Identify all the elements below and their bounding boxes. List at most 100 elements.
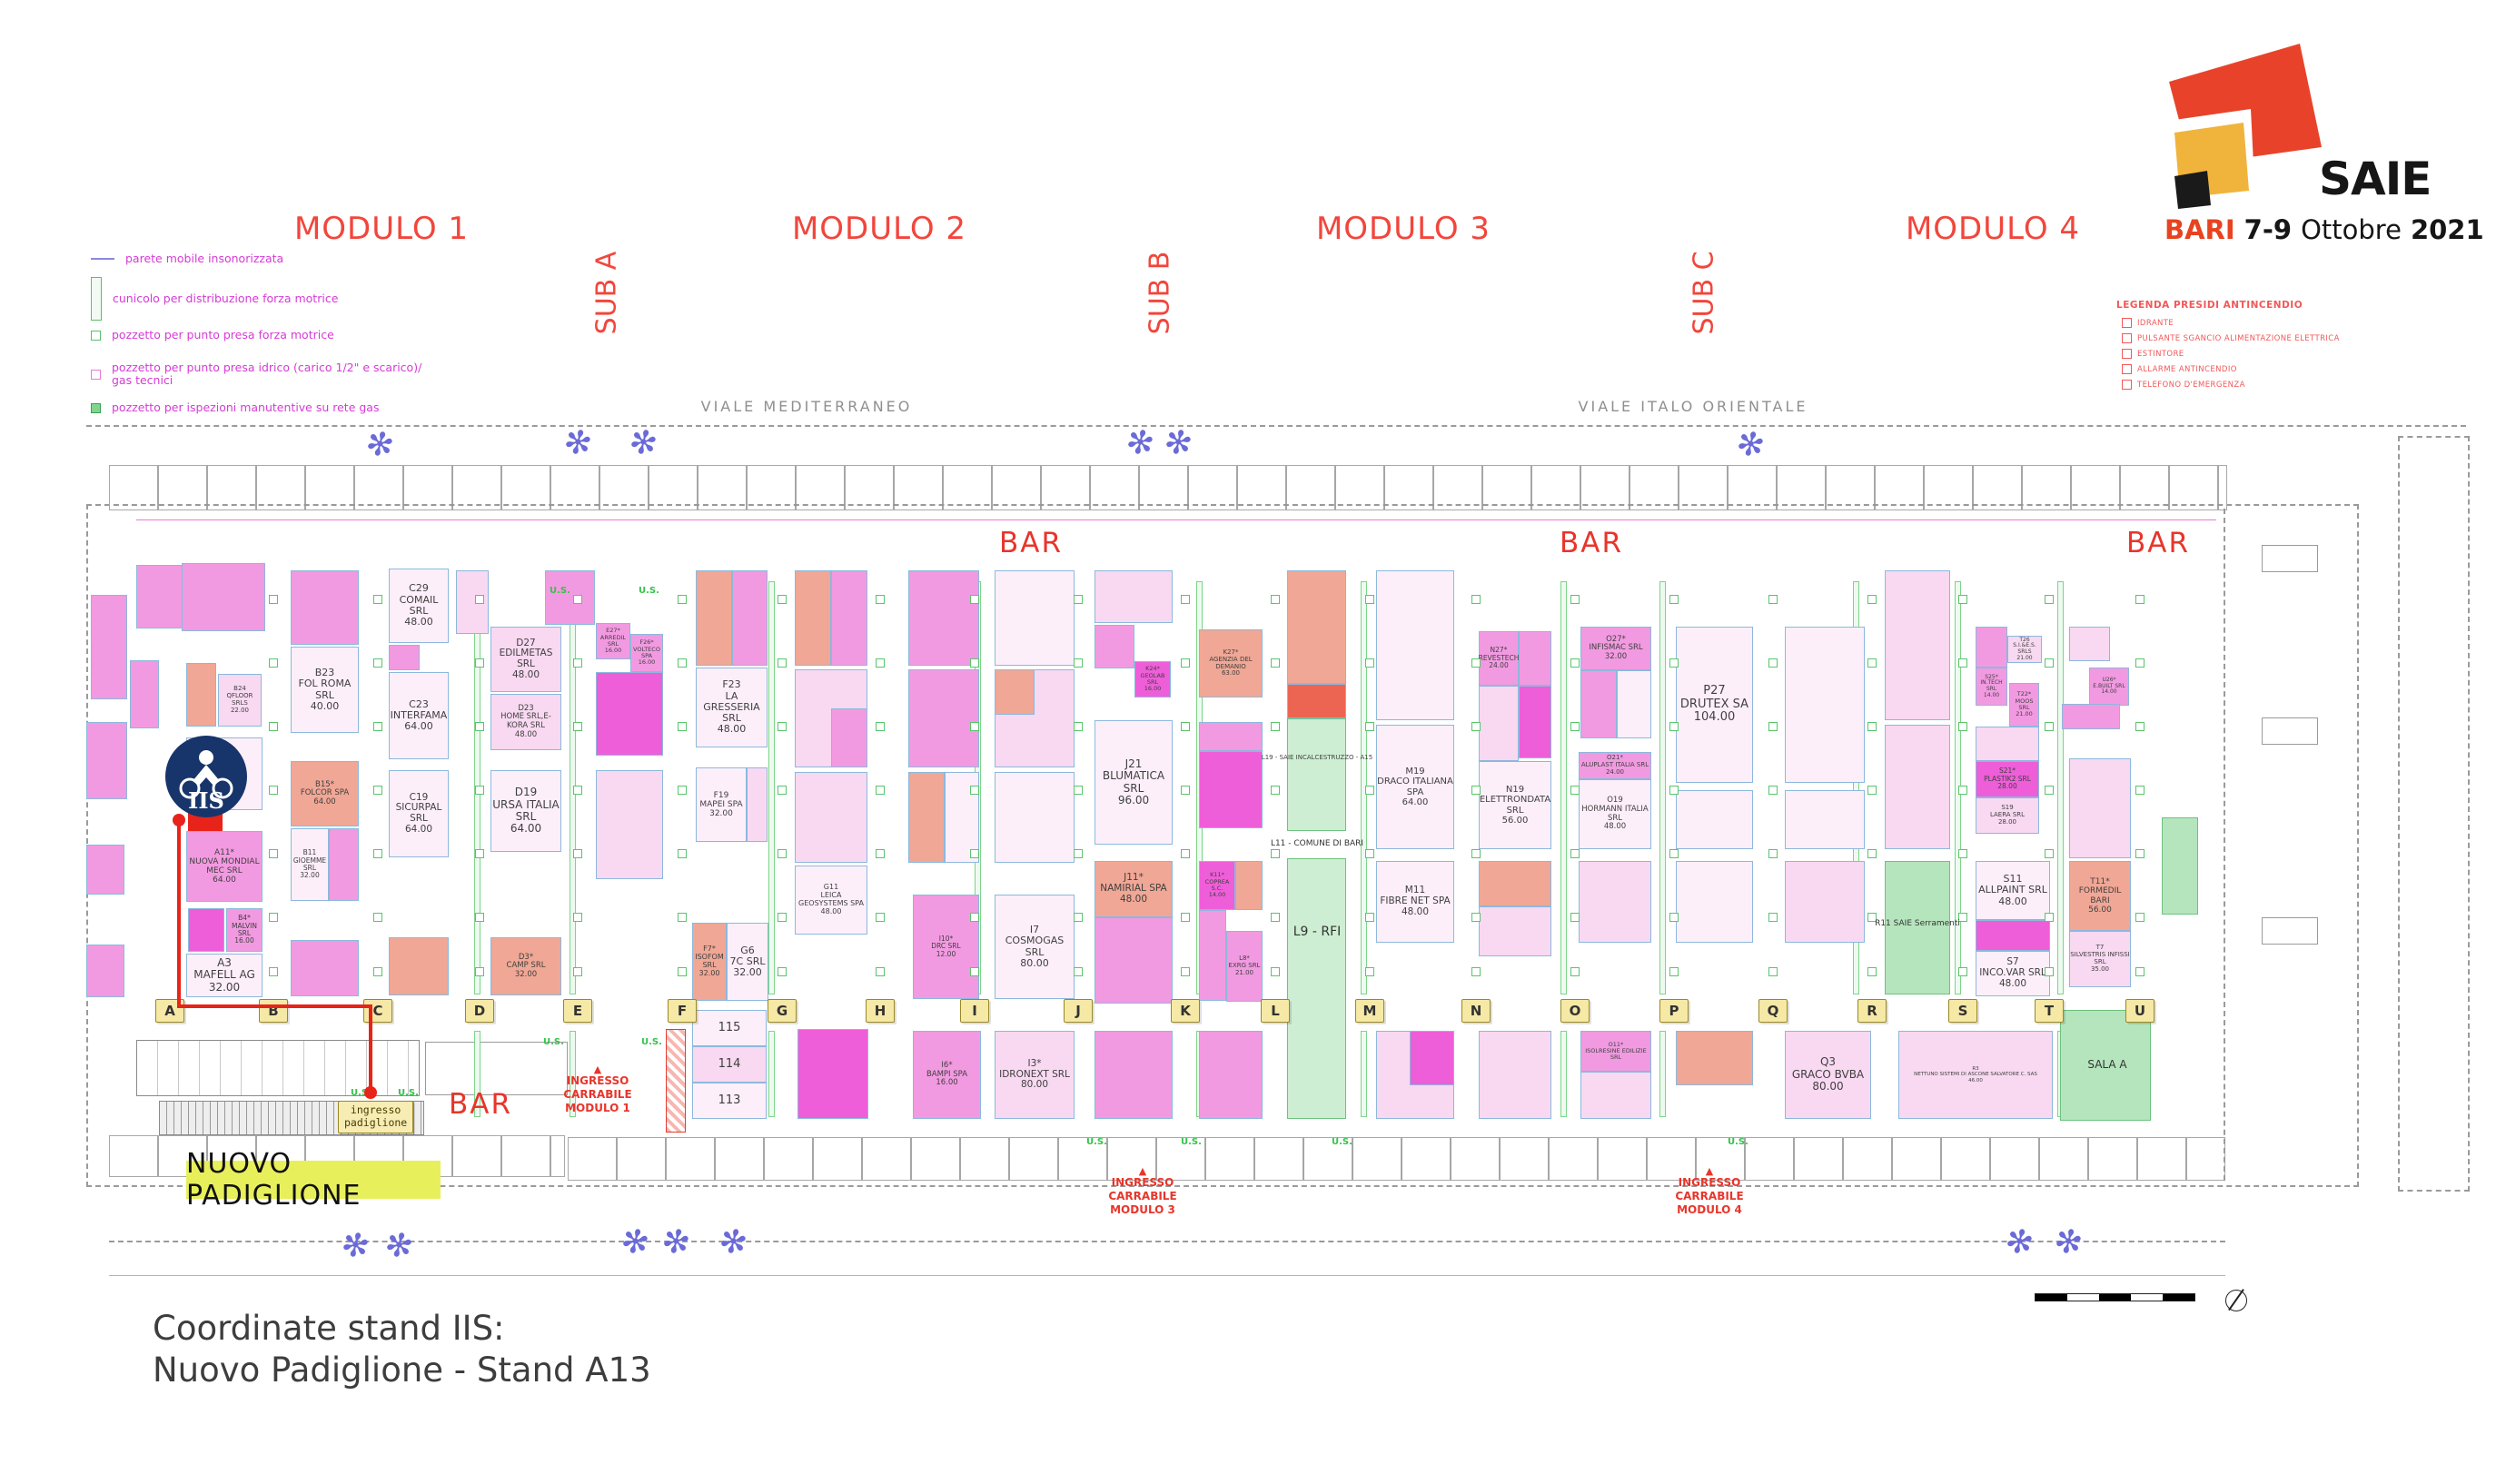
north-corridor	[109, 465, 2227, 510]
stand-I3: I3* IDRONEXT SRL 80.00	[995, 1031, 1075, 1119]
stand-U26: U26* E.BUILT SRL 14.00	[2089, 668, 2129, 706]
pozzetto-icon	[2045, 967, 2054, 976]
stand-block	[136, 565, 186, 628]
pozzetto-icon	[1768, 967, 1778, 976]
stand-block	[1199, 751, 1263, 828]
stand-block	[545, 570, 595, 625]
column-letter-B: B	[259, 999, 288, 1023]
pozzetto-icon	[778, 722, 787, 731]
pozzetto-icon	[1669, 658, 1679, 668]
east-annex	[2398, 436, 2470, 1192]
plant-ornament-icon: ✻	[1160, 421, 1196, 465]
us-label: U.S.	[1181, 1137, 1202, 1147]
pozzetto-icon	[970, 913, 979, 922]
us-label: U.S.	[351, 1088, 371, 1098]
plant-ornament-icon: ✻	[337, 1224, 373, 1268]
sub-header: SUB A	[590, 251, 623, 335]
stand-F7: F7* ISOFOM SRL 32.00	[692, 923, 727, 1001]
pozzetto-icon	[2135, 722, 2145, 731]
column-letter-N: N	[1461, 999, 1491, 1023]
pozzetto-icon	[1271, 658, 1280, 668]
stand-D19: D19 URSA ITALIA SRL 64.00	[490, 770, 561, 852]
stand-block	[86, 945, 124, 997]
stand-P27: P27 DRUTEX SA 104.00	[1676, 627, 1753, 783]
stand-block	[908, 772, 945, 863]
stand-K11: K11* COPREA S.C. 14.00	[1199, 861, 1235, 910]
stand-T26: T26 S.I.&E.S. SRLS 21.00	[2007, 636, 2042, 663]
stand-F26: F26* VOLTECO SPA 16.00	[630, 634, 663, 672]
stand-114: 114	[692, 1046, 767, 1083]
stand-D3: D3* CAMP SRL 32.00	[490, 937, 561, 995]
pozzetto-icon	[1074, 913, 1083, 922]
stand-block	[182, 563, 265, 631]
pozzetto-icon	[1471, 786, 1481, 795]
stand-block	[291, 940, 359, 996]
stand-D27: D27 EDILMETAS SRL 48.00	[490, 627, 561, 692]
legend-item: pozzetto per ispezioni manutentive su re…	[91, 401, 379, 414]
east-table	[2262, 545, 2318, 572]
stand-B23: B23 FOL ROMA SRL 40.00	[291, 647, 359, 733]
pozzetto-icon	[678, 722, 687, 731]
stand-B11: B11 GIOEMME SRL 32.00	[291, 828, 329, 901]
stand-block	[1580, 670, 1617, 738]
route-line	[177, 1004, 372, 1008]
pozzetto-icon	[1271, 967, 1280, 976]
pozzetto-icon	[573, 722, 582, 731]
plant-ornament-icon: ✻	[1122, 421, 1158, 465]
pozzetto-icon	[1471, 967, 1481, 976]
street-label: VIALE ITALO ORIENTALE	[1578, 398, 1808, 415]
iis-logo: IIS	[165, 736, 247, 817]
fire-legend-title: LEGENDA PRESIDI ANTINCENDIO	[2116, 300, 2303, 311]
pozzetto-icon	[970, 658, 979, 668]
plant-ornament-icon: ✻	[381, 1224, 417, 1268]
pozzetto-icon	[2045, 786, 2054, 795]
stand-Q3: Q3 GRACO BVBA 80.00	[1785, 1031, 1871, 1119]
stand-block	[1976, 627, 2007, 668]
pozzetto-icon	[373, 595, 382, 604]
module-header: MODULO 2	[791, 211, 967, 247]
stand-block	[186, 663, 216, 727]
stand-B4: B4* MALVIN SRL 16.00	[226, 908, 262, 952]
pozzetto-icon	[269, 913, 278, 922]
pozzetto-icon	[2045, 595, 2054, 604]
stand-S21: S21* PLASTIK2 SRL 28.00	[1976, 761, 2039, 797]
plan-text: R11 SAIE Serramenti	[1875, 919, 1960, 928]
column-letter-K: K	[1171, 999, 1200, 1023]
stand-O11: O11* ISOLRESINE EDILIZIE SRL	[1580, 1031, 1651, 1072]
pozzetto-icon	[269, 786, 278, 795]
pozzetto-icon	[1768, 658, 1778, 668]
pozzetto-icon	[1669, 786, 1679, 795]
pozzetto-icon	[1867, 722, 1877, 731]
street-label: VIALE MEDITERRANEO	[700, 398, 913, 415]
pozzetto-icon	[1271, 786, 1280, 795]
column-letter-F: F	[668, 999, 697, 1023]
stand-block	[86, 845, 124, 895]
pozzetto-icon	[1570, 967, 1580, 976]
stand-block	[995, 570, 1075, 666]
stand-block	[1519, 686, 1551, 758]
pozzetto-icon	[1181, 913, 1190, 922]
pozzetto-icon	[778, 595, 787, 604]
plan-text: SALA A	[2087, 1058, 2127, 1071]
stand-B15: B15* FOLCOR SPA 64.00	[291, 761, 359, 826]
stand-block	[389, 937, 449, 995]
pozzetto-icon	[876, 913, 885, 922]
fire-symbol-icon	[2122, 364, 2132, 374]
stand-T7: T7 SILVESTRIS INFISSI SRL 35.00	[2069, 931, 2131, 987]
pozzetto-icon	[778, 849, 787, 858]
pozzetto-icon	[573, 658, 582, 668]
stand-block	[130, 660, 159, 728]
pozzetto-icon	[970, 786, 979, 795]
cunicolo-trench	[1560, 581, 1567, 994]
pozzetto-icon	[1768, 786, 1778, 795]
pozzetto-icon	[1271, 595, 1280, 604]
cunicolo-trench	[1853, 581, 1859, 994]
module-header: MODULO 3	[1315, 211, 1491, 247]
pozzetto-icon	[1867, 849, 1877, 858]
plant-ornament-icon: ✻	[658, 1221, 694, 1264]
pozzetto-icon	[876, 722, 885, 731]
stand-block	[91, 595, 127, 699]
us-label: U.S.	[398, 1088, 419, 1098]
cunicolo-trench	[1361, 1031, 1367, 1117]
pozzetto-icon	[1867, 658, 1877, 668]
